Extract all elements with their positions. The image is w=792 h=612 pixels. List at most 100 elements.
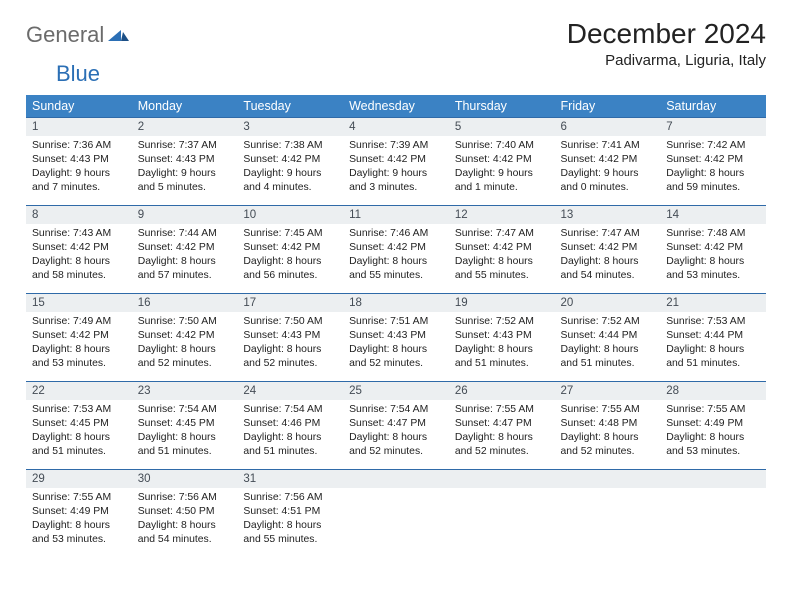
day-number <box>660 469 766 488</box>
day-body: Sunrise: 7:38 AMSunset: 4:42 PMDaylight:… <box>237 136 343 199</box>
day-body: Sunrise: 7:37 AMSunset: 4:43 PMDaylight:… <box>132 136 238 199</box>
calendar-cell <box>555 469 661 557</box>
day-number: 3 <box>237 117 343 136</box>
day-body: Sunrise: 7:55 AMSunset: 4:48 PMDaylight:… <box>555 400 661 463</box>
calendar-cell: 31Sunrise: 7:56 AMSunset: 4:51 PMDayligh… <box>237 469 343 557</box>
calendar-cell: 3Sunrise: 7:38 AMSunset: 4:42 PMDaylight… <box>237 117 343 205</box>
calendar-cell: 15Sunrise: 7:49 AMSunset: 4:42 PMDayligh… <box>26 293 132 381</box>
day-number: 29 <box>26 469 132 488</box>
day-body: Sunrise: 7:39 AMSunset: 4:42 PMDaylight:… <box>343 136 449 199</box>
calendar-cell: 1Sunrise: 7:36 AMSunset: 4:43 PMDaylight… <box>26 117 132 205</box>
day-number: 20 <box>555 293 661 312</box>
day-body <box>449 488 555 495</box>
calendar-cell: 13Sunrise: 7:47 AMSunset: 4:42 PMDayligh… <box>555 205 661 293</box>
day-body: Sunrise: 7:55 AMSunset: 4:49 PMDaylight:… <box>26 488 132 551</box>
calendar-cell: 21Sunrise: 7:53 AMSunset: 4:44 PMDayligh… <box>660 293 766 381</box>
location: Padivarma, Liguria, Italy <box>567 52 766 69</box>
logo: General <box>26 18 132 48</box>
day-number: 19 <box>449 293 555 312</box>
day-number: 13 <box>555 205 661 224</box>
day-number <box>449 469 555 488</box>
day-number: 8 <box>26 205 132 224</box>
day-body: Sunrise: 7:55 AMSunset: 4:47 PMDaylight:… <box>449 400 555 463</box>
day-body: Sunrise: 7:47 AMSunset: 4:42 PMDaylight:… <box>555 224 661 287</box>
weekday-header: Saturday <box>660 95 766 117</box>
day-body: Sunrise: 7:49 AMSunset: 4:42 PMDaylight:… <box>26 312 132 375</box>
calendar-cell: 26Sunrise: 7:55 AMSunset: 4:47 PMDayligh… <box>449 381 555 469</box>
calendar-cell: 10Sunrise: 7:45 AMSunset: 4:42 PMDayligh… <box>237 205 343 293</box>
day-number: 11 <box>343 205 449 224</box>
calendar-cell: 6Sunrise: 7:41 AMSunset: 4:42 PMDaylight… <box>555 117 661 205</box>
day-number: 1 <box>26 117 132 136</box>
day-number: 4 <box>343 117 449 136</box>
day-body: Sunrise: 7:56 AMSunset: 4:51 PMDaylight:… <box>237 488 343 551</box>
weekday-header-row: SundayMondayTuesdayWednesdayThursdayFrid… <box>26 95 766 117</box>
logo-text-general: General <box>26 22 104 48</box>
day-body: Sunrise: 7:41 AMSunset: 4:42 PMDaylight:… <box>555 136 661 199</box>
calendar-cell: 12Sunrise: 7:47 AMSunset: 4:42 PMDayligh… <box>449 205 555 293</box>
weekday-header: Tuesday <box>237 95 343 117</box>
calendar-cell: 30Sunrise: 7:56 AMSunset: 4:50 PMDayligh… <box>132 469 238 557</box>
day-number: 27 <box>555 381 661 400</box>
day-body: Sunrise: 7:52 AMSunset: 4:43 PMDaylight:… <box>449 312 555 375</box>
weekday-header: Sunday <box>26 95 132 117</box>
day-body: Sunrise: 7:54 AMSunset: 4:45 PMDaylight:… <box>132 400 238 463</box>
day-number: 6 <box>555 117 661 136</box>
weekday-header: Wednesday <box>343 95 449 117</box>
day-number: 31 <box>237 469 343 488</box>
day-body: Sunrise: 7:51 AMSunset: 4:43 PMDaylight:… <box>343 312 449 375</box>
day-number: 22 <box>26 381 132 400</box>
day-number: 2 <box>132 117 238 136</box>
day-body: Sunrise: 7:53 AMSunset: 4:44 PMDaylight:… <box>660 312 766 375</box>
calendar-cell: 20Sunrise: 7:52 AMSunset: 4:44 PMDayligh… <box>555 293 661 381</box>
day-body: Sunrise: 7:43 AMSunset: 4:42 PMDaylight:… <box>26 224 132 287</box>
calendar-row: 8Sunrise: 7:43 AMSunset: 4:42 PMDaylight… <box>26 205 766 293</box>
day-body <box>555 488 661 495</box>
calendar-cell: 25Sunrise: 7:54 AMSunset: 4:47 PMDayligh… <box>343 381 449 469</box>
day-body: Sunrise: 7:46 AMSunset: 4:42 PMDaylight:… <box>343 224 449 287</box>
calendar-cell: 4Sunrise: 7:39 AMSunset: 4:42 PMDaylight… <box>343 117 449 205</box>
calendar-cell: 2Sunrise: 7:37 AMSunset: 4:43 PMDaylight… <box>132 117 238 205</box>
day-body: Sunrise: 7:50 AMSunset: 4:43 PMDaylight:… <box>237 312 343 375</box>
day-number: 7 <box>660 117 766 136</box>
day-number: 28 <box>660 381 766 400</box>
day-number: 5 <box>449 117 555 136</box>
day-number: 30 <box>132 469 238 488</box>
day-number: 23 <box>132 381 238 400</box>
day-body: Sunrise: 7:40 AMSunset: 4:42 PMDaylight:… <box>449 136 555 199</box>
day-number: 17 <box>237 293 343 312</box>
day-body: Sunrise: 7:53 AMSunset: 4:45 PMDaylight:… <box>26 400 132 463</box>
day-body: Sunrise: 7:50 AMSunset: 4:42 PMDaylight:… <box>132 312 238 375</box>
day-body: Sunrise: 7:42 AMSunset: 4:42 PMDaylight:… <box>660 136 766 199</box>
calendar-row: 22Sunrise: 7:53 AMSunset: 4:45 PMDayligh… <box>26 381 766 469</box>
calendar-cell <box>660 469 766 557</box>
day-body: Sunrise: 7:48 AMSunset: 4:42 PMDaylight:… <box>660 224 766 287</box>
day-number: 12 <box>449 205 555 224</box>
calendar-cell: 24Sunrise: 7:54 AMSunset: 4:46 PMDayligh… <box>237 381 343 469</box>
day-number: 9 <box>132 205 238 224</box>
calendar-cell: 29Sunrise: 7:55 AMSunset: 4:49 PMDayligh… <box>26 469 132 557</box>
day-number: 21 <box>660 293 766 312</box>
calendar-cell: 9Sunrise: 7:44 AMSunset: 4:42 PMDaylight… <box>132 205 238 293</box>
day-body: Sunrise: 7:47 AMSunset: 4:42 PMDaylight:… <box>449 224 555 287</box>
calendar-body: 1Sunrise: 7:36 AMSunset: 4:43 PMDaylight… <box>26 117 766 557</box>
day-number <box>555 469 661 488</box>
day-body: Sunrise: 7:54 AMSunset: 4:46 PMDaylight:… <box>237 400 343 463</box>
weekday-header: Friday <box>555 95 661 117</box>
day-number: 16 <box>132 293 238 312</box>
calendar-cell: 28Sunrise: 7:55 AMSunset: 4:49 PMDayligh… <box>660 381 766 469</box>
day-number: 15 <box>26 293 132 312</box>
day-body: Sunrise: 7:52 AMSunset: 4:44 PMDaylight:… <box>555 312 661 375</box>
calendar-row: 29Sunrise: 7:55 AMSunset: 4:49 PMDayligh… <box>26 469 766 557</box>
calendar-cell: 5Sunrise: 7:40 AMSunset: 4:42 PMDaylight… <box>449 117 555 205</box>
weekday-header: Monday <box>132 95 238 117</box>
calendar-cell: 8Sunrise: 7:43 AMSunset: 4:42 PMDaylight… <box>26 205 132 293</box>
day-number: 10 <box>237 205 343 224</box>
day-body: Sunrise: 7:56 AMSunset: 4:50 PMDaylight:… <box>132 488 238 551</box>
day-body <box>343 488 449 495</box>
day-number: 18 <box>343 293 449 312</box>
calendar-cell: 22Sunrise: 7:53 AMSunset: 4:45 PMDayligh… <box>26 381 132 469</box>
calendar-cell: 7Sunrise: 7:42 AMSunset: 4:42 PMDaylight… <box>660 117 766 205</box>
calendar-cell: 14Sunrise: 7:48 AMSunset: 4:42 PMDayligh… <box>660 205 766 293</box>
calendar-cell <box>343 469 449 557</box>
